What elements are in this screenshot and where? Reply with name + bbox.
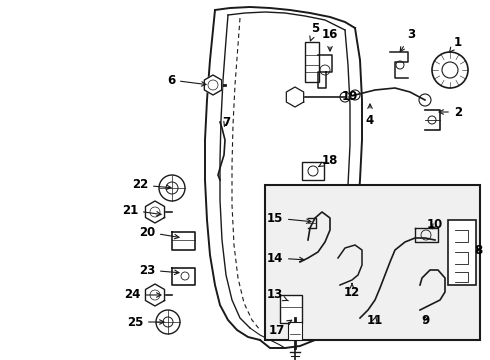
- Polygon shape: [146, 284, 165, 306]
- Bar: [302, 162, 324, 180]
- Text: 11: 11: [367, 314, 383, 327]
- Bar: [448, 220, 476, 285]
- Text: 9: 9: [422, 314, 430, 327]
- Text: 20: 20: [139, 225, 179, 239]
- Text: 3: 3: [400, 28, 415, 51]
- Polygon shape: [146, 201, 165, 223]
- Text: 15: 15: [267, 211, 311, 225]
- Text: 21: 21: [122, 203, 161, 216]
- Text: 5: 5: [310, 22, 319, 41]
- Text: 13: 13: [267, 288, 288, 302]
- Text: 10: 10: [427, 219, 443, 231]
- Text: 1: 1: [449, 36, 462, 52]
- Text: 17: 17: [269, 320, 292, 337]
- Text: 14: 14: [267, 252, 304, 265]
- Bar: [288, 322, 302, 340]
- Text: 22: 22: [132, 179, 171, 192]
- Text: 8: 8: [474, 243, 482, 256]
- Circle shape: [159, 175, 185, 201]
- Text: 4: 4: [366, 104, 374, 126]
- Text: 12: 12: [344, 284, 360, 300]
- Circle shape: [156, 310, 180, 334]
- Text: 24: 24: [123, 288, 161, 302]
- Bar: [265, 185, 480, 340]
- Text: 23: 23: [139, 264, 179, 276]
- Text: 25: 25: [126, 315, 164, 328]
- Text: 6: 6: [167, 73, 206, 86]
- Bar: [280, 295, 302, 323]
- Text: 19: 19: [342, 90, 358, 104]
- Text: 2: 2: [439, 105, 462, 118]
- Text: 18: 18: [318, 153, 338, 167]
- Text: 16: 16: [322, 28, 338, 51]
- Bar: [305, 42, 319, 82]
- Circle shape: [432, 52, 468, 88]
- Polygon shape: [286, 87, 304, 107]
- Polygon shape: [204, 75, 221, 95]
- Text: 7: 7: [222, 116, 230, 129]
